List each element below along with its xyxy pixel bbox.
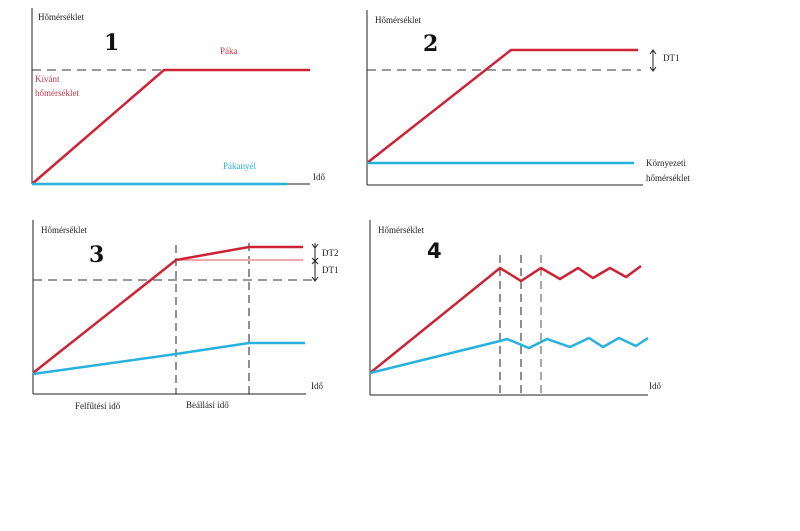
y-axis-label: Hőmérséklet bbox=[41, 225, 87, 235]
target-label-line2: hőmérséklet bbox=[35, 88, 79, 98]
delta1-label: DT1 bbox=[322, 265, 339, 275]
ambient-label-line1: Környezeti bbox=[646, 158, 686, 168]
x-axis-label: Idő bbox=[313, 172, 325, 182]
panel-4: Hőmérséklet 4 Idő bbox=[369, 220, 661, 396]
iron-temperature-line bbox=[31, 68, 310, 185]
panel-2: Hőmérséklet 2 DT1 Környezeti hőmérséklet bbox=[366, 10, 690, 186]
y-axis-label: Hőmérséklet bbox=[38, 12, 84, 22]
panel-3: Hőmérséklet 3 DT2 DT1 Idő Felfűtési idő … bbox=[32, 220, 339, 411]
panel-1: Hőmérséklet 1 Páka Kívánt hőmérséklet Pá… bbox=[31, 8, 325, 186]
handle-temperature-line bbox=[32, 341, 305, 376]
delta2-label: DT2 bbox=[322, 248, 339, 258]
iron-label: Páka bbox=[220, 46, 238, 56]
panel-number: 4 bbox=[427, 239, 442, 263]
handle-label: Pákanyél bbox=[223, 161, 256, 171]
heating-time-label: Felfűtési idő bbox=[75, 401, 121, 411]
iron-temperature-line bbox=[366, 48, 638, 164]
iron-temperature-line bbox=[369, 264, 642, 374]
y-axis-label: Hőmérséklet bbox=[375, 15, 421, 25]
y-axis-label: Hőmérséklet bbox=[378, 225, 424, 235]
panel-number: 3 bbox=[89, 242, 104, 268]
handle-temperature-line bbox=[369, 336, 649, 375]
x-axis-label: Idő bbox=[311, 381, 323, 391]
double-arrow-icon bbox=[649, 49, 657, 72]
settling-time-label: Beállási idő bbox=[186, 400, 229, 410]
ambient-label-line2: hőmérséklet bbox=[646, 173, 690, 183]
double-arrow-icon bbox=[311, 243, 319, 282]
x-axis-label: Idő bbox=[649, 381, 661, 391]
iron-temperature-line bbox=[32, 245, 303, 374]
panel-number: 2 bbox=[423, 31, 438, 57]
target-label-line1: Kívánt bbox=[35, 74, 60, 84]
delta-label: DT1 bbox=[663, 53, 680, 63]
panel-number: 1 bbox=[104, 30, 119, 56]
